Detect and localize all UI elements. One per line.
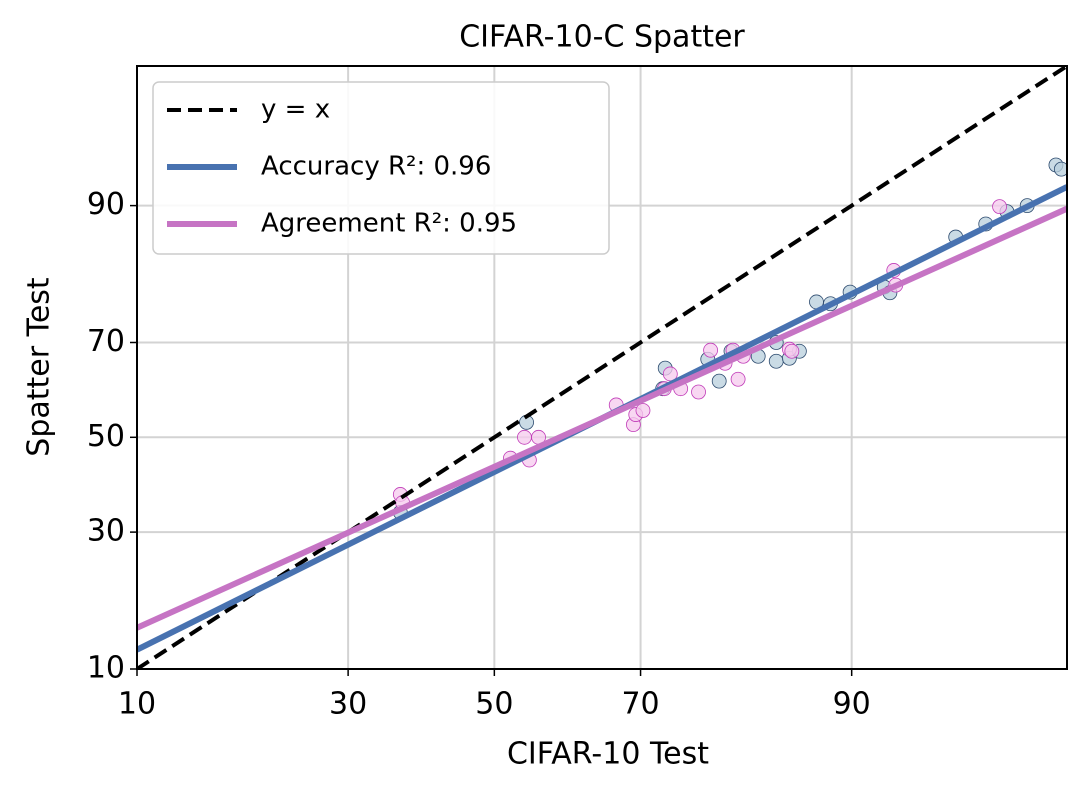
- point: [730, 371, 746, 387]
- x-tick-label: 10: [118, 687, 156, 722]
- y-axis-label: Spatter Test: [22, 277, 57, 457]
- fit-line: [137, 66, 1067, 669]
- y-tick-label: 10: [87, 651, 125, 686]
- point: [992, 199, 1007, 215]
- x-tick-label: 50: [475, 687, 513, 722]
- legend-label: y = x: [261, 95, 330, 125]
- y-tick-label: 50: [87, 419, 125, 454]
- point: [784, 343, 800, 359]
- y-tick-label: 30: [87, 514, 125, 549]
- x-tick-label: 30: [329, 687, 367, 722]
- point: [635, 403, 651, 418]
- point: [662, 366, 678, 382]
- point: [711, 373, 727, 389]
- point: [517, 429, 532, 445]
- plot-frame: [136, 65, 1068, 670]
- point: [1053, 161, 1067, 177]
- legend-box: [152, 81, 610, 255]
- fit-line: [137, 205, 1067, 631]
- chart-title: CIFAR-10-C Spatter: [459, 20, 745, 55]
- y-tick-label: 90: [87, 187, 125, 222]
- legend: y = x Accuracy R²: 0.96 Agreement R²: 0.95: [152, 81, 610, 255]
- point: [703, 342, 718, 358]
- plot-area: [137, 66, 1067, 669]
- y-tick-label: 70: [87, 324, 125, 359]
- legend-label: Accuracy R²: 0.96: [261, 152, 491, 182]
- x-tick-label: 90: [833, 687, 871, 722]
- legend-label: Agreement R²: 0.95: [261, 209, 517, 239]
- point: [691, 384, 706, 400]
- x-axis-label: CIFAR-10 Test: [507, 737, 709, 772]
- point: [768, 353, 784, 369]
- x-tick-label: 70: [621, 687, 659, 722]
